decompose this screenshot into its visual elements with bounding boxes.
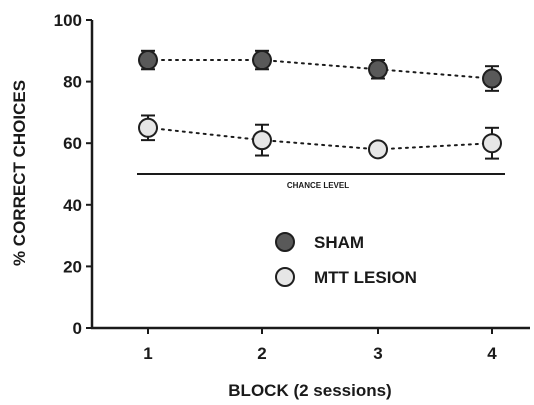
y-tick-label-40: 40 bbox=[63, 196, 82, 215]
y-tick-label-60: 60 bbox=[63, 134, 82, 153]
data-point-sham-2 bbox=[252, 50, 272, 71]
legend-marker-mtt-lesion bbox=[275, 267, 295, 287]
data-point-mtt-lesion-2 bbox=[252, 130, 272, 151]
y-tick-label-20: 20 bbox=[63, 257, 82, 276]
y-axis-title: % CORRECT CHOICES bbox=[10, 80, 29, 266]
x-axis-title: BLOCK (2 sessions) bbox=[228, 381, 391, 400]
plot-area: 0 20 40 60 80 100 1 2 3 4 bbox=[54, 11, 530, 363]
x-tick-label-4: 4 bbox=[487, 344, 497, 363]
data-point-mtt-lesion-1 bbox=[138, 117, 158, 138]
legend-marker-sham bbox=[275, 232, 295, 252]
y-tick-label-0: 0 bbox=[73, 319, 82, 338]
chance-level-label: CHANCE LEVEL bbox=[287, 181, 349, 190]
x-tick-label-1: 1 bbox=[143, 344, 152, 363]
series-line-mtt-lesion bbox=[147, 126, 493, 151]
legend-label-sham: SHAM bbox=[314, 233, 364, 252]
data-point-sham-1 bbox=[138, 50, 158, 71]
x-tick-label-2: 2 bbox=[257, 344, 266, 363]
legend-label-mtt-lesion: MTT LESION bbox=[314, 268, 417, 287]
data-point-sham-3 bbox=[368, 59, 388, 80]
y-tick-label-100: 100 bbox=[54, 11, 82, 30]
data-point-sham-4 bbox=[482, 68, 502, 89]
data-point-mtt-lesion-4 bbox=[482, 133, 502, 154]
data-point-mtt-lesion-3 bbox=[368, 139, 388, 160]
series-line-sham bbox=[147, 59, 493, 80]
legend: SHAM MTT LESION bbox=[275, 232, 417, 287]
y-tick-label-80: 80 bbox=[63, 73, 82, 92]
x-tick-label-3: 3 bbox=[373, 344, 382, 363]
